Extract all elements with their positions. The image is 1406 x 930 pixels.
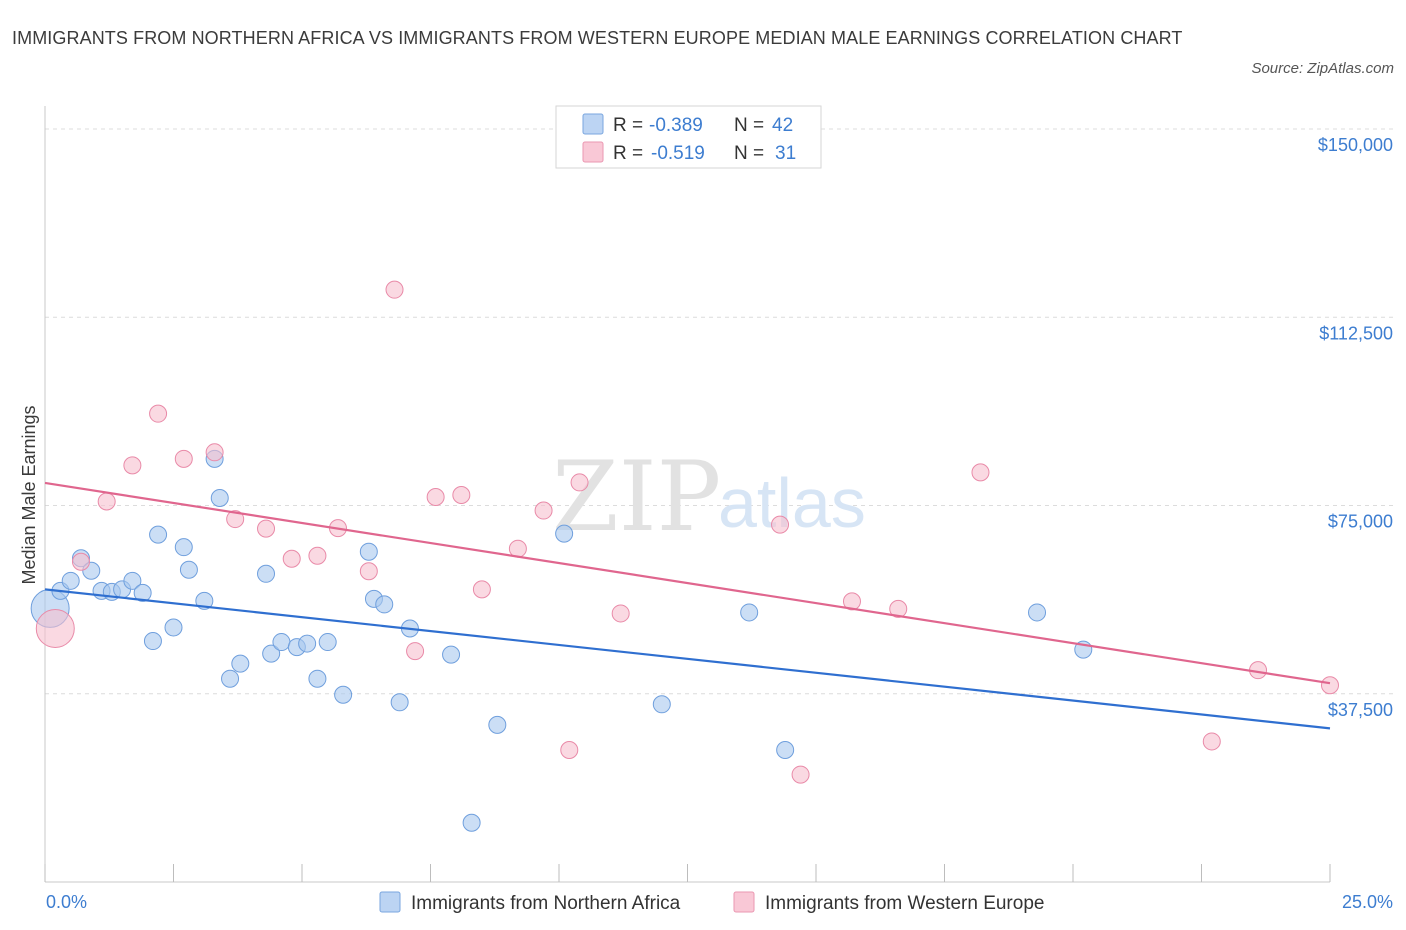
legend-r-label-1: R =: [613, 115, 643, 136]
y-tick-label-3: $150,000: [1318, 135, 1393, 155]
northern-africa-point-31: [390, 693, 409, 712]
western-europe-trend-line: [44, 481, 1331, 685]
legend-n-label-2: N =: [734, 143, 764, 164]
western-europe-point-26: [889, 599, 908, 618]
western-europe-point-12: [359, 562, 378, 581]
western-europe-point-0: [35, 609, 75, 649]
bottom-legend-swatch-blue: [379, 891, 401, 913]
bottom-legend-label-blue: Immigrants from Northern Africa: [411, 893, 681, 914]
western-europe-point-28: [1202, 732, 1221, 751]
western-europe-point-27: [971, 463, 990, 482]
western-europe-point-7: [226, 510, 245, 529]
watermark-atlas: atlas: [718, 464, 866, 542]
chart-title: IMMIGRANTS FROM NORTHERN AFRICA VS IMMIG…: [12, 28, 1183, 48]
northern-africa-point-18: [221, 669, 240, 688]
y-axis-label: Median Male Earnings: [19, 405, 39, 584]
series-western-europe-points: [35, 280, 1339, 784]
y-tick-label-1: $75,000: [1328, 512, 1393, 532]
northern-africa-point-38: [740, 603, 759, 622]
western-europe-point-5: [174, 449, 193, 468]
northern-africa-point-21: [262, 644, 281, 663]
northern-africa-point-39: [776, 740, 795, 759]
legend-r-value-2: -0.519: [651, 143, 705, 164]
legend-swatch-blue: [582, 113, 604, 135]
western-europe-point-14: [406, 642, 425, 661]
northern-africa-point-24: [298, 634, 317, 653]
x-axis-ticks: [44, 864, 1331, 882]
x-tick-label-max: 25.0%: [1342, 892, 1393, 912]
northern-africa-point-27: [334, 685, 353, 704]
watermark-zip: ZIP: [552, 441, 721, 553]
legend-r-label-2: R =: [613, 143, 643, 164]
northern-africa-point-37: [652, 695, 671, 714]
western-europe-point-6: [205, 443, 224, 462]
western-europe-point-15: [426, 487, 445, 506]
gridlines: [45, 128, 1393, 695]
x-tick-label-min: 0.0%: [46, 892, 87, 912]
western-europe-point-22: [611, 604, 630, 623]
bottom-legend-swatch-pink: [733, 891, 755, 913]
legend-n-label-1: N =: [734, 115, 764, 136]
northern-africa-point-10: [143, 632, 162, 651]
legend-r-value-1: -0.389: [649, 115, 703, 136]
northern-africa-trend-line: [44, 588, 1331, 730]
y-tick-labels: $37,500 $75,000 $112,500 $150,000: [1318, 135, 1393, 720]
northern-africa-point-11: [149, 525, 168, 544]
northern-africa-point-9: [133, 583, 152, 602]
legend-box: R = -0.389 N = 42 R = -0.519 N = 31: [555, 105, 822, 169]
northern-africa-point-34: [462, 813, 481, 832]
source-label: Source: ZipAtlas.com: [1251, 60, 1394, 77]
trend-lines: [44, 481, 1331, 730]
legend-n-value-1: 42: [772, 115, 793, 136]
western-europe-point-23: [771, 515, 790, 534]
western-europe-point-9: [282, 549, 301, 568]
northern-africa-point-19: [231, 654, 250, 673]
bottom-legend-label-pink: Immigrants from Western Europe: [765, 893, 1044, 914]
y-tick-label-0: $37,500: [1328, 700, 1393, 720]
legend-n-value-2: 31: [775, 143, 796, 164]
western-europe-point-3: [123, 456, 142, 475]
northern-africa-point-8: [123, 571, 142, 590]
northern-africa-point-22: [272, 633, 291, 652]
western-europe-point-21: [570, 473, 589, 492]
western-europe-point-2: [97, 492, 116, 511]
legend-swatch-pink: [582, 141, 604, 163]
northern-africa-point-26: [318, 633, 337, 652]
western-europe-point-24: [791, 765, 810, 784]
northern-africa-point-30: [375, 595, 394, 614]
northern-africa-point-12: [164, 618, 183, 637]
northern-africa-point-14: [179, 560, 198, 579]
western-europe-point-17: [472, 580, 491, 599]
northern-africa-point-17: [210, 488, 229, 507]
northern-africa-point-2: [61, 571, 80, 590]
northern-africa-point-36: [555, 524, 574, 543]
western-europe-point-10: [308, 546, 327, 565]
northern-africa-point-13: [174, 538, 193, 557]
western-europe-point-16: [452, 485, 471, 504]
northern-africa-point-40: [1028, 603, 1047, 622]
western-europe-point-1: [71, 552, 90, 571]
northern-africa-point-20: [257, 564, 276, 583]
western-europe-point-8: [257, 519, 276, 538]
western-europe-point-13: [385, 280, 404, 299]
northern-africa-point-28: [359, 542, 378, 561]
western-europe-point-30: [1321, 676, 1339, 695]
northern-africa-point-25: [308, 669, 327, 688]
bottom-legend: Immigrants from Northern Africa Immigran…: [379, 891, 1044, 914]
western-europe-point-25: [842, 592, 861, 611]
western-europe-point-20: [560, 740, 579, 759]
y-tick-label-2: $112,500: [1319, 323, 1393, 343]
western-europe-point-19: [534, 501, 553, 520]
northern-africa-point-33: [442, 645, 461, 664]
northern-africa-point-35: [488, 715, 507, 734]
western-europe-point-4: [149, 404, 168, 423]
